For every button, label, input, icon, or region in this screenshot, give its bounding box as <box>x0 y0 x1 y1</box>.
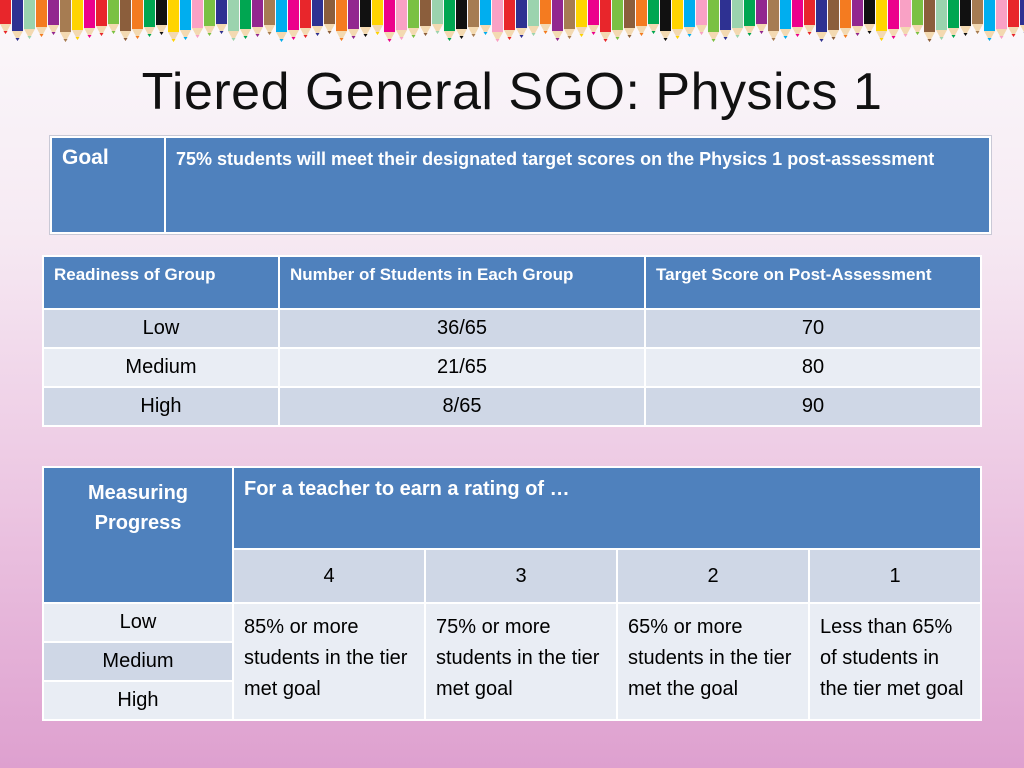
readiness-cell: Low <box>42 308 280 349</box>
readiness-table: Readiness of Group Number of Students in… <box>42 255 982 427</box>
target-cell: 90 <box>644 386 982 427</box>
table-row: Medium 21/65 80 <box>42 347 982 388</box>
rating-3-description: 75% or more students in the tier met goa… <box>424 602 618 721</box>
rating-4-description: 85% or more students in the tier met goa… <box>232 602 426 721</box>
pencil-border-decoration <box>0 0 1024 42</box>
target-cell: 70 <box>644 308 982 349</box>
col-students-header: Number of Students in Each Group <box>278 255 646 310</box>
readiness-cell: Medium <box>42 347 280 388</box>
goal-table: Goal 75% students will meet their design… <box>50 136 991 234</box>
table-row: Low 36/65 70 <box>42 308 982 349</box>
goal-text: 75% students will meet their designated … <box>164 136 991 234</box>
tier-low: Low <box>42 602 234 643</box>
rating-1-header: 1 <box>808 548 982 604</box>
table-row: High 8/65 90 <box>42 386 982 427</box>
col-target-header: Target Score on Post-Assessment <box>644 255 982 310</box>
rating-2-header: 2 <box>616 548 810 604</box>
rating-1-description: Less than 65% of students in the tier me… <box>808 602 982 721</box>
students-cell: 21/65 <box>278 347 646 388</box>
readiness-cell: High <box>42 386 280 427</box>
readiness-header-row: Readiness of Group Number of Students in… <box>42 255 982 310</box>
rating-2-description: 65% or more students in the tier met the… <box>616 602 810 721</box>
tier-high: High <box>42 680 234 721</box>
students-cell: 36/65 <box>278 308 646 349</box>
students-cell: 8/65 <box>278 386 646 427</box>
rating-span-header: For a teacher to earn a rating of … <box>232 466 982 550</box>
rating-3-header: 3 <box>424 548 618 604</box>
rating-4-header: 4 <box>232 548 426 604</box>
goal-label: Goal <box>50 136 166 234</box>
col-readiness-header: Readiness of Group <box>42 255 280 310</box>
target-cell: 80 <box>644 347 982 388</box>
measuring-progress-label: Measuring Progress <box>42 466 234 604</box>
slide-title: Tiered General SGO: Physics 1 <box>141 63 883 121</box>
measuring-progress-table: Measuring Progress For a teacher to earn… <box>42 466 982 721</box>
tier-medium: Medium <box>42 641 234 682</box>
